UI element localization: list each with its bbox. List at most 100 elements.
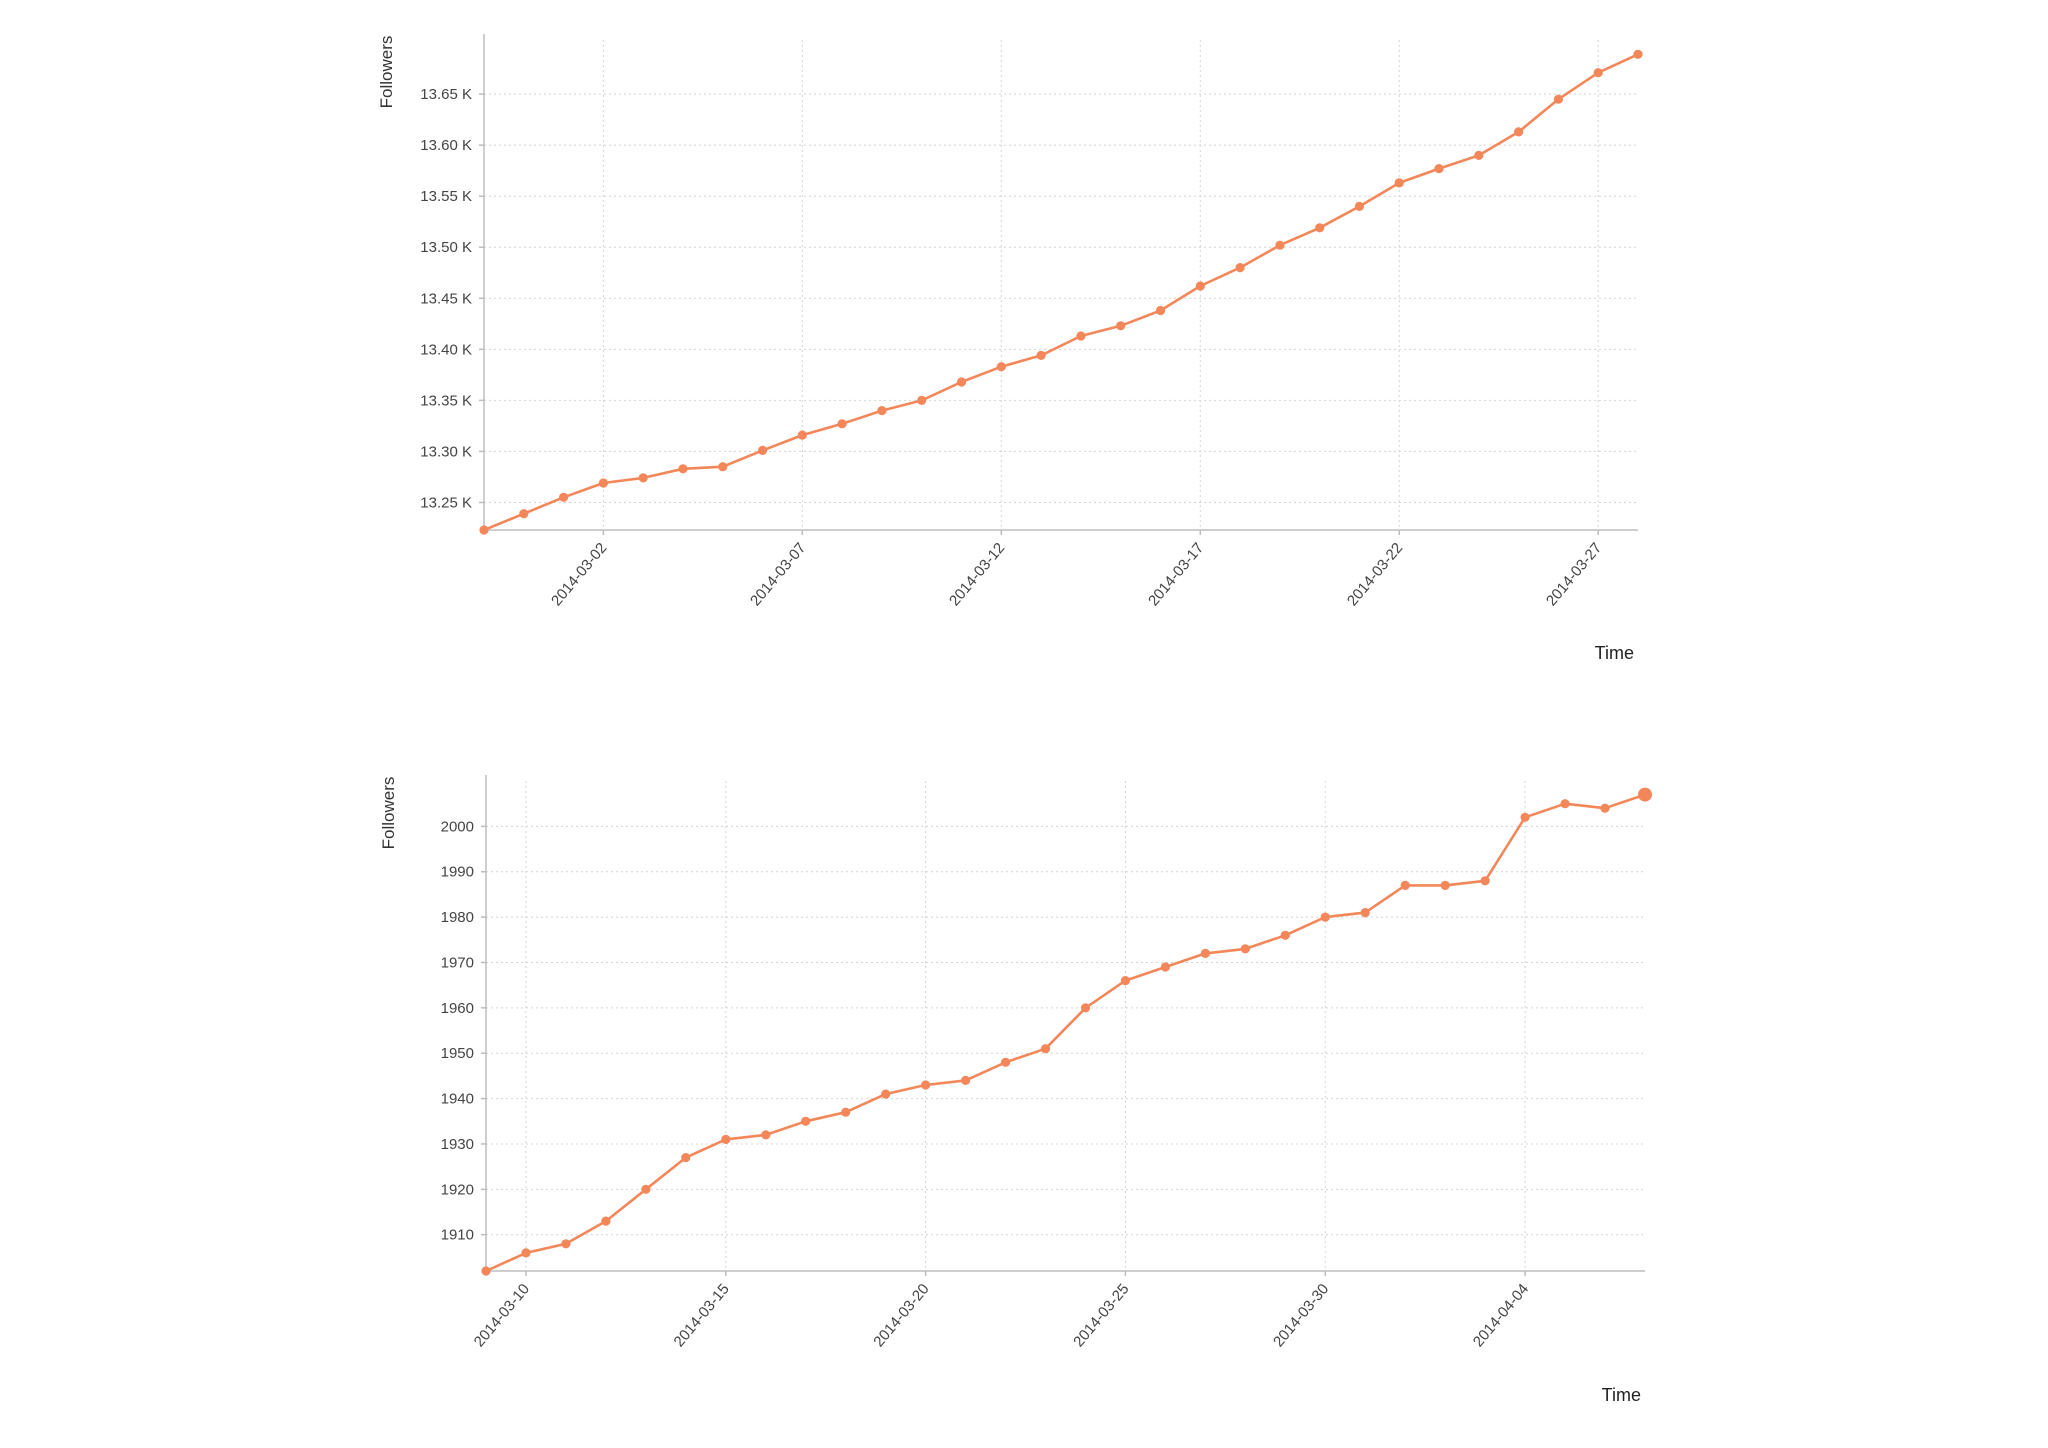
data-point xyxy=(921,1080,931,1090)
data-point xyxy=(1275,240,1285,250)
data-point xyxy=(1394,178,1404,188)
data-point xyxy=(881,1089,891,1099)
x-tick-label: 2014-03-15 xyxy=(671,1281,733,1351)
x-tick-label: 2014-03-22 xyxy=(1344,540,1406,610)
data-point xyxy=(559,492,569,502)
y-tick-label: 13.35 K xyxy=(420,392,472,409)
y-tick-label: 1990 xyxy=(441,864,474,881)
data-point xyxy=(1195,281,1205,291)
data-point xyxy=(837,419,847,429)
data-point xyxy=(761,1130,771,1140)
data-point xyxy=(841,1107,851,1117)
y-tick-label: 13.55 K xyxy=(420,188,472,205)
y-tick-label: 1960 xyxy=(441,1000,474,1017)
data-point xyxy=(678,464,688,474)
data-point xyxy=(1360,908,1370,918)
data-point xyxy=(797,430,807,440)
data-point xyxy=(1480,876,1490,886)
y-tick-label: 1980 xyxy=(441,909,474,926)
x-tick-label: 2014-03-07 xyxy=(747,540,809,610)
series-line xyxy=(482,52,1640,532)
x-tick-label: 2014-03-17 xyxy=(1145,540,1207,610)
data-point xyxy=(721,1134,731,1144)
data-point xyxy=(1320,912,1330,922)
data-point xyxy=(758,445,768,455)
data-point xyxy=(1036,350,1046,360)
x-tick-label: 2014-03-30 xyxy=(1270,1281,1332,1351)
y-tick-label: 1920 xyxy=(441,1181,474,1198)
y-tick-label: 13.65 K xyxy=(420,86,472,103)
y-tick-label: 13.25 K xyxy=(420,494,472,511)
data-point xyxy=(1155,305,1166,316)
data-point xyxy=(1040,1044,1051,1054)
data-point xyxy=(681,1153,691,1163)
x-tick-label: 2014-04-04 xyxy=(1470,1281,1532,1351)
data-point xyxy=(1116,321,1126,331)
data-point xyxy=(1400,880,1410,891)
x-tick-label: 2014-03-02 xyxy=(548,540,610,610)
data-point xyxy=(1434,164,1444,174)
y-axis-title: Followers xyxy=(377,36,396,109)
x-tick-label: 2014-03-27 xyxy=(1543,540,1605,610)
y-tick-label: 13.60 K xyxy=(420,137,472,154)
y-tick-label: 1970 xyxy=(441,954,474,971)
data-point xyxy=(1076,331,1086,341)
data-point xyxy=(519,509,529,519)
x-tick-label: 2014-03-10 xyxy=(471,1281,533,1351)
data-point xyxy=(1240,944,1250,954)
data-point xyxy=(1474,150,1484,160)
x-axis-title: Time xyxy=(1595,643,1634,663)
y-tick-label: 13.50 K xyxy=(420,239,472,256)
data-point xyxy=(1080,1003,1091,1013)
followers-chart-top: 13.25 K 13.30 K 13.35 K 13.40 K 13.45 K 13.50… xyxy=(377,34,1643,663)
data-point xyxy=(601,1216,611,1226)
data-point xyxy=(1315,223,1325,233)
data-point xyxy=(1235,263,1245,273)
data-point xyxy=(1593,68,1603,78)
y-tick-label: 13.45 K xyxy=(420,290,472,307)
y-tick-label: 1940 xyxy=(441,1091,474,1108)
data-point xyxy=(1560,799,1570,809)
data-point xyxy=(1600,803,1610,813)
data-point xyxy=(1553,94,1563,104)
x-tick-label: 2014-03-25 xyxy=(1070,1281,1132,1351)
series-line xyxy=(484,793,1647,1273)
data-point xyxy=(718,462,728,472)
data-point xyxy=(641,1184,651,1194)
data-point xyxy=(877,406,887,416)
data-point xyxy=(956,377,967,387)
y-tick-label: 13.30 K xyxy=(420,443,472,460)
data-point xyxy=(961,1075,971,1085)
y-axis-title: Followers xyxy=(379,777,398,850)
data-point xyxy=(638,473,648,483)
data-point xyxy=(1160,962,1170,972)
data-point xyxy=(561,1239,571,1249)
followers-chart-bottom: 1910 1920 1930 1940 1950 1960 1970 1980 1990 2000… xyxy=(379,775,1652,1405)
data-point xyxy=(1200,948,1210,959)
data-point xyxy=(1514,127,1524,137)
data-point xyxy=(1440,880,1450,891)
x-tick-label: 2014-03-12 xyxy=(946,540,1008,610)
x-tick-label: 2014-03-20 xyxy=(870,1281,932,1351)
y-tick-label: 1950 xyxy=(441,1045,474,1062)
data-point xyxy=(1638,787,1652,802)
y-tick-label: 1930 xyxy=(441,1136,474,1153)
data-point xyxy=(1120,976,1130,986)
data-point xyxy=(1280,930,1290,940)
x-axis-title: Time xyxy=(1602,1385,1641,1405)
data-point xyxy=(1354,201,1364,211)
y-tick-label: 13.40 K xyxy=(420,341,472,358)
data-point xyxy=(1520,812,1530,822)
data-point xyxy=(1001,1057,1011,1067)
data-point xyxy=(479,525,489,535)
data-point xyxy=(801,1116,811,1126)
data-point xyxy=(917,395,927,405)
data-point xyxy=(521,1248,531,1258)
data-point xyxy=(996,362,1006,372)
y-tick-label: 2000 xyxy=(441,818,474,835)
data-point xyxy=(598,478,609,488)
data-point xyxy=(481,1266,491,1276)
data-point xyxy=(1633,49,1643,59)
y-tick-label: 1910 xyxy=(441,1227,474,1244)
